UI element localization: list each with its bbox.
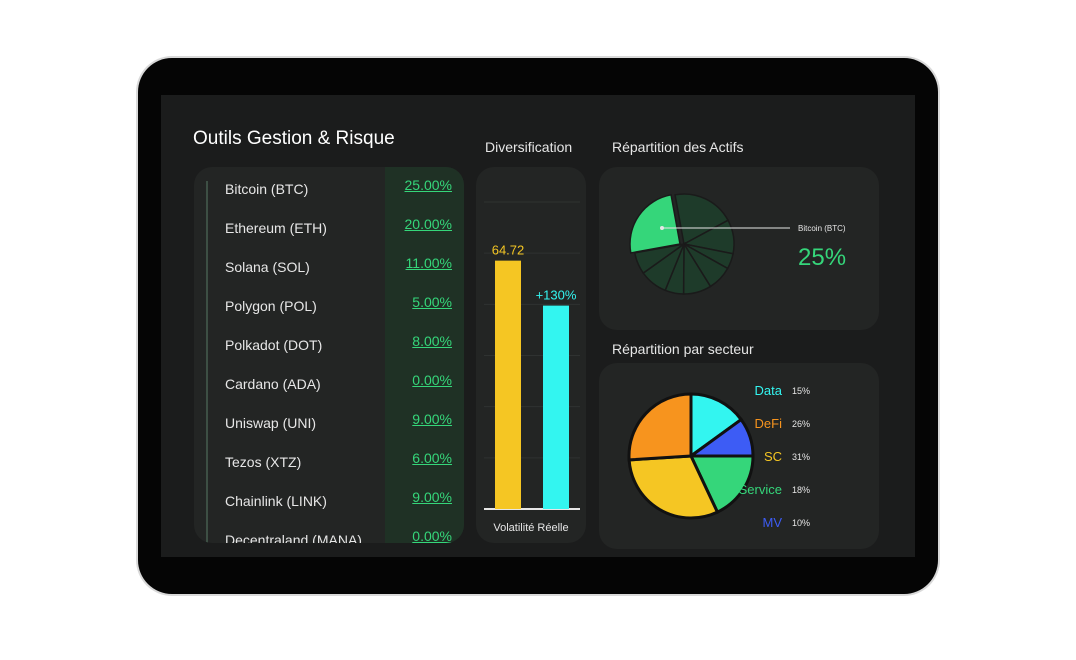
asset-name: Bitcoin (BTC) — [225, 181, 309, 197]
pie-slice[interactable] — [627, 454, 720, 520]
asset-percentage-link[interactable]: 5.00% — [412, 294, 452, 310]
asset-list-panel[interactable]: Bitcoin (BTC) 25.00% Ethereum (ETH) 20.00% S… — [194, 167, 464, 543]
bar-label: +130% — [536, 288, 577, 303]
legend-percentage: 31% — [792, 452, 810, 462]
legend-name: Data — [755, 383, 783, 398]
sector-title: Répartition par secteur — [612, 341, 754, 357]
asset-name: Decentraland (MANA) — [225, 532, 362, 543]
asset-name: Solana (SOL) — [225, 259, 310, 275]
list-scroll-track[interactable] — [206, 181, 208, 543]
dashboard-screen: Outils Gestion & Risque Bitcoin (BTC) 25.… — [161, 95, 915, 557]
allocation-pie-chart: Bitcoin (BTC) 25% — [629, 193, 846, 295]
asset-name: Cardano (ADA) — [225, 376, 321, 392]
diversification-chart: 64.72 +130% Volatilité Réelle — [484, 201, 580, 534]
asset-percentage-link[interactable]: 25.00% — [404, 177, 452, 193]
asset-percentage-link[interactable]: 11.00% — [405, 255, 452, 271]
callout-label: Bitcoin (BTC) — [798, 224, 846, 233]
bar — [543, 305, 569, 509]
asset-name: Ethereum (ETH) — [225, 220, 327, 236]
asset-percentage-link[interactable]: 9.00% — [412, 411, 452, 427]
asset-percentage-link[interactable]: 8.00% — [412, 333, 452, 349]
pie-slice[interactable] — [674, 193, 730, 246]
diversification-panel: 64.72 +130% Volatilité Réelle — [476, 167, 586, 543]
diversification-title: Diversification — [485, 139, 573, 155]
legend-name: DeFi — [755, 416, 783, 431]
legend-percentage: 15% — [792, 386, 810, 396]
legend-percentage: 18% — [792, 485, 810, 495]
legend-percentage: 26% — [792, 419, 810, 429]
pie-slice[interactable] — [627, 392, 693, 462]
sector-panel: Data 15% DeFi 26% SC 31% Service 18% MV 10% — [599, 363, 879, 549]
allocation-panel: Bitcoin (BTC) 25% — [599, 167, 879, 330]
x-axis-label: Volatilité Réelle — [493, 522, 568, 534]
asset-percentage-link[interactable]: 0.00% — [412, 528, 452, 543]
pie-slice-highlight[interactable] — [629, 193, 681, 254]
callout-dot — [660, 226, 664, 230]
allocation-title: Répartition des Actifs — [612, 139, 744, 155]
callout-value: 25% — [798, 244, 846, 271]
asset-name: Polkadot (DOT) — [225, 337, 323, 353]
asset-percentage-link[interactable]: 6.00% — [412, 450, 452, 466]
legend-percentage: 10% — [792, 518, 810, 528]
pie-slice[interactable] — [688, 454, 755, 515]
asset-name: Polygon (POL) — [225, 298, 317, 314]
sector-pie-chart: Data 15% DeFi 26% SC 31% Service 18% MV 10% — [627, 383, 810, 530]
pie-slice[interactable] — [633, 243, 685, 275]
legend-name: MV — [763, 515, 783, 530]
asset-name: Chainlink (LINK) — [225, 493, 327, 509]
bar-label: 64.72 — [492, 243, 525, 258]
legend-name: SC — [764, 449, 782, 464]
asset-name: Uniswap (UNI) — [225, 415, 317, 431]
asset-percentage-link[interactable]: 0.00% — [412, 372, 452, 388]
legend-name: Service — [739, 482, 782, 497]
percentage-column — [385, 167, 464, 543]
asset-name: Tezos (XTZ) — [225, 454, 302, 470]
asset-percentage-link[interactable]: 20.00% — [404, 216, 452, 232]
bar — [495, 260, 521, 509]
page-title: Outils Gestion & Risque — [193, 128, 395, 149]
asset-percentage-link[interactable]: 9.00% — [412, 489, 452, 505]
